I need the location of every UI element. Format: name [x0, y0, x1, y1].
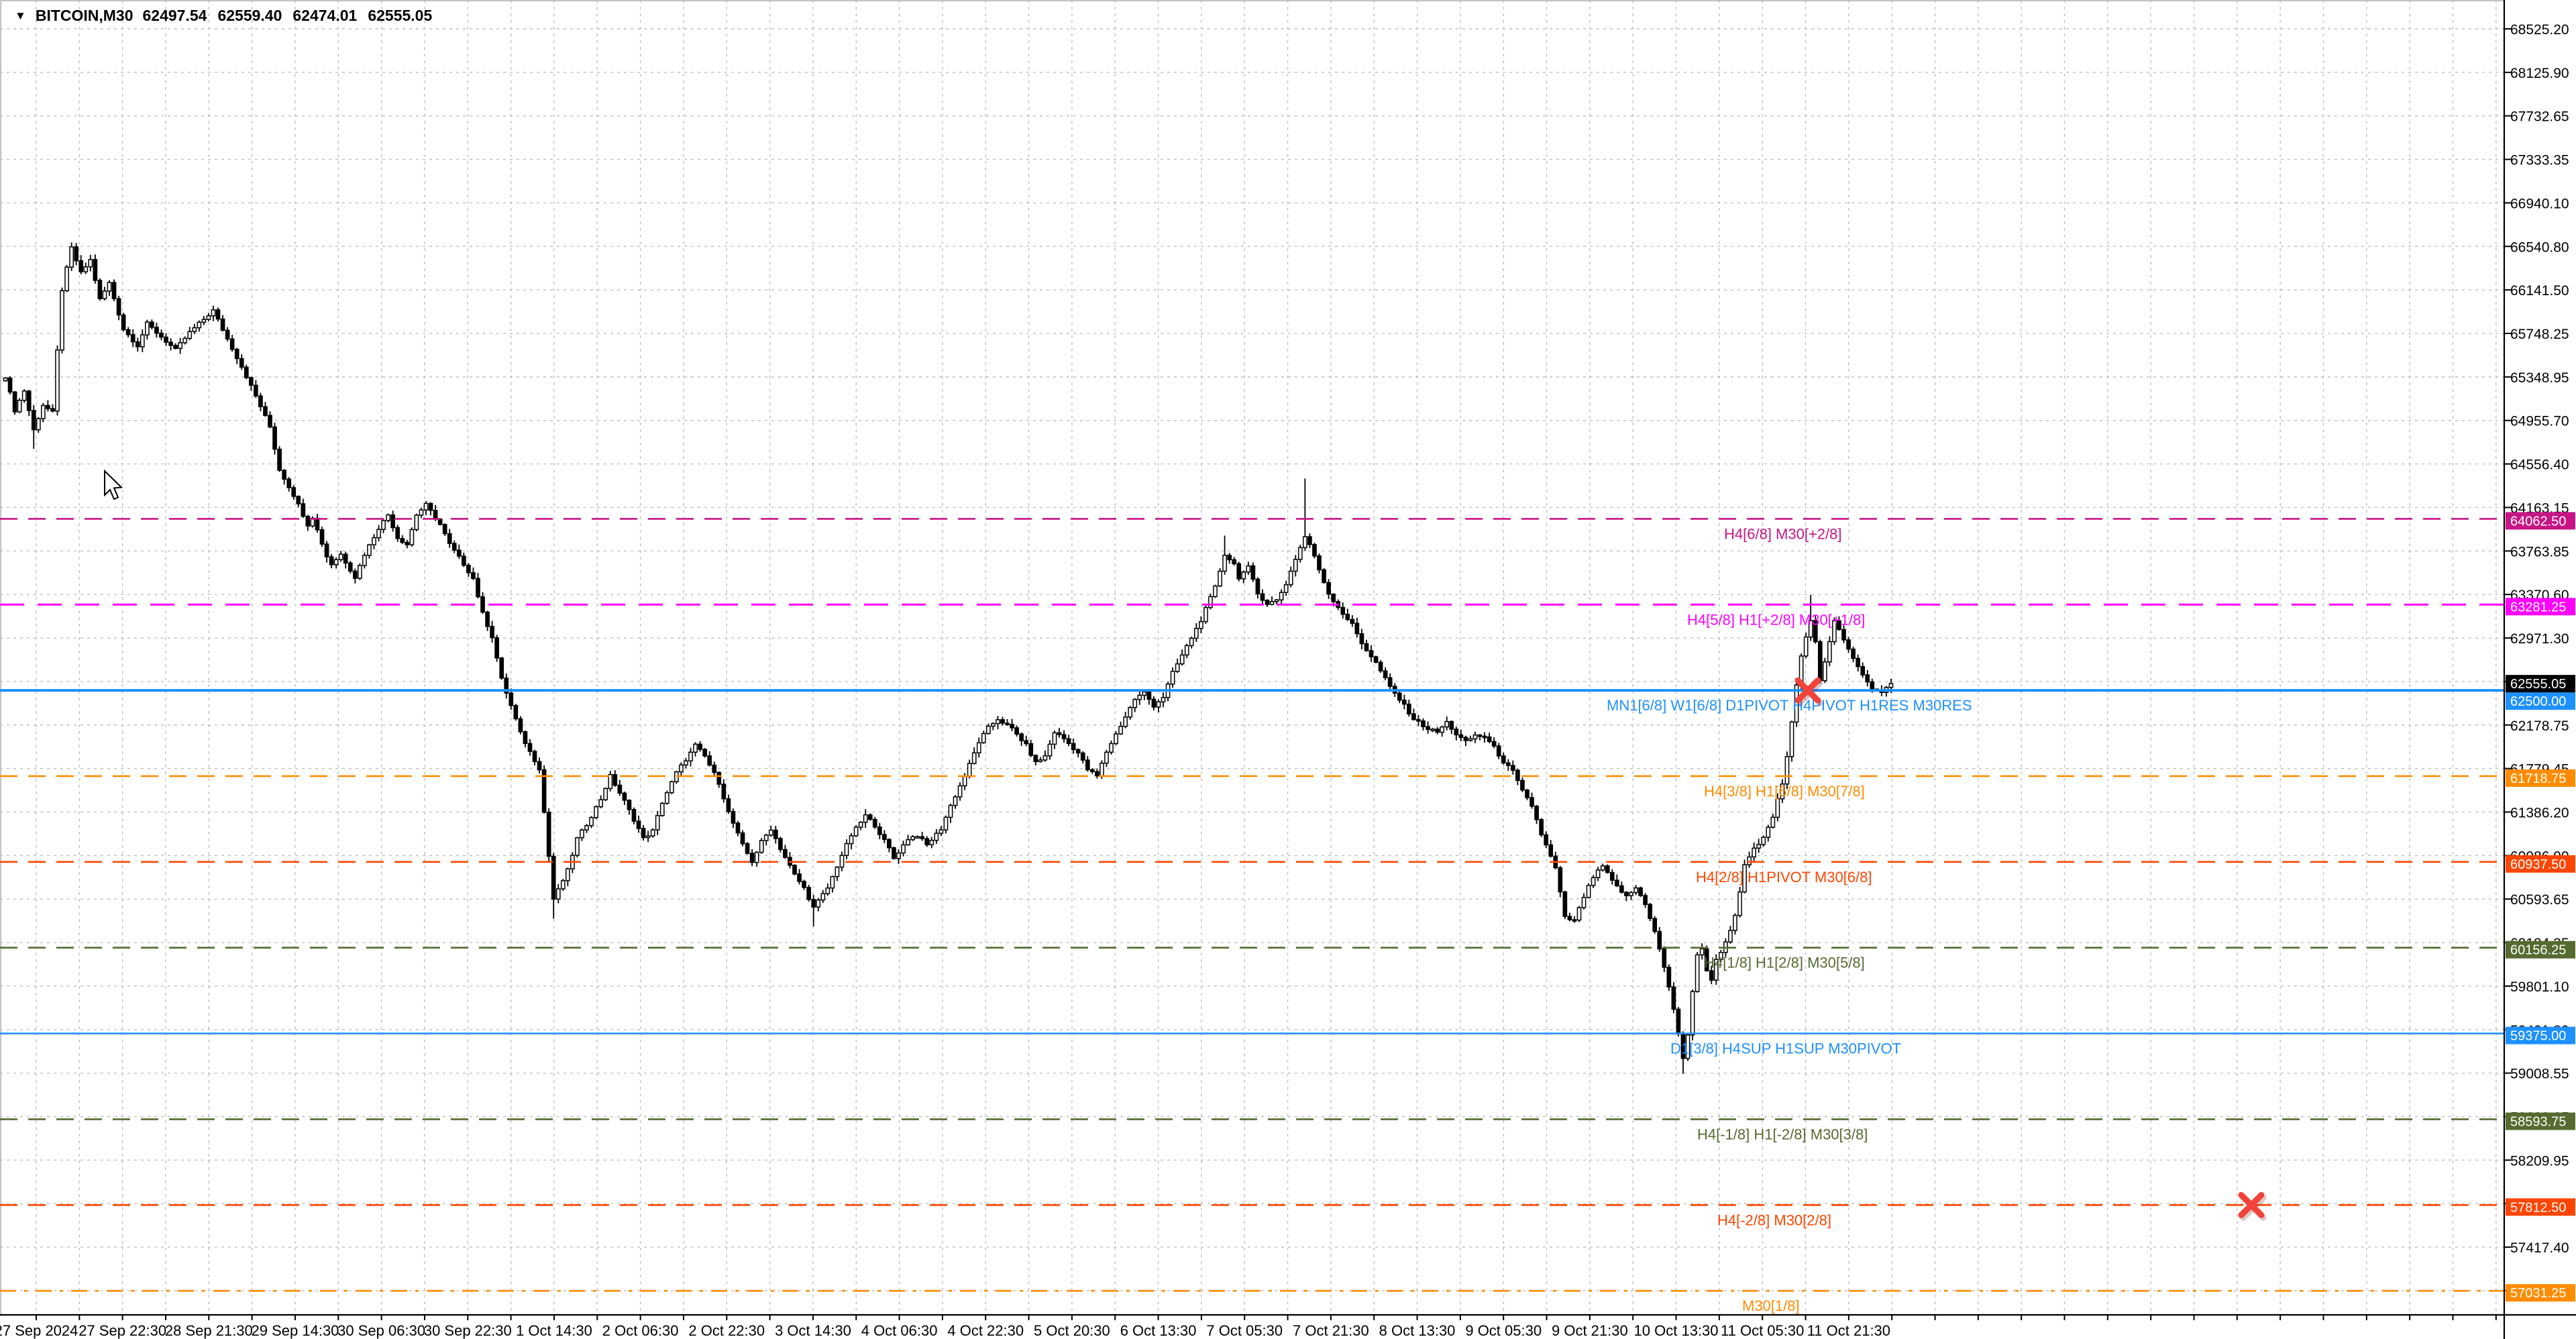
chart-text: 64556.40 — [2510, 458, 2569, 473]
ohlc-readout: 62497.54 62559.40 62474.01 62555.05 — [143, 7, 433, 25]
ohlc-close: 62555.05 — [368, 7, 433, 24]
chart-text: 4 Oct 06:30 — [861, 1322, 938, 1339]
x-marker[interactable] — [1794, 677, 1823, 706]
chart-text: 59801.10 — [2510, 979, 2569, 995]
price-badges: 64062.50 63281.25 62500.00 61718.75 60937.50… — [2506, 512, 2575, 1302]
candles — [3, 242, 1894, 1074]
chart-text: 11 Oct 21:30 — [1807, 1322, 1890, 1339]
murrey-line-label: H4[-1/8] H1[-2/8] M30[3/8] — [1697, 1126, 1868, 1142]
murrey-line-label: H4[2/8] H1PIVOT M30[6/8] — [1696, 869, 1872, 886]
chart-text: 1 Oct 14:30 — [516, 1322, 592, 1339]
chart-text: 57417.40 — [2510, 1240, 2569, 1256]
chart-text: 4 Oct 22:30 — [947, 1322, 1024, 1339]
chart-text: 2 Oct 22:30 — [688, 1322, 765, 1339]
chart-text: 7 Oct 05:30 — [1206, 1322, 1283, 1339]
chart-text: 6 Oct 13:30 — [1120, 1322, 1197, 1339]
price-badge-text: 64062.50 — [2510, 514, 2566, 529]
chart-text: 60593.65 — [2510, 892, 2569, 908]
chart-text: 30 Sep 06:30 — [337, 1322, 425, 1339]
price-badge-text: 63281.25 — [2510, 600, 2566, 614]
chart-text: 63763.85 — [2510, 544, 2569, 559]
chart-text: 28 Sep 21:30 — [165, 1322, 253, 1339]
price-badge-text: 57812.50 — [2510, 1200, 2566, 1215]
symbol-dropdown-icon[interactable]: ▼ — [15, 9, 26, 22]
chart-text: 65748.25 — [2510, 327, 2569, 342]
chart-text: 7 Oct 21:30 — [1293, 1322, 1369, 1339]
chart-text: 64955.70 — [2510, 414, 2569, 429]
price-badge-text: 59375.00 — [2510, 1029, 2566, 1044]
chart-text: 9 Oct 05:30 — [1465, 1322, 1542, 1339]
murrey-line-label: H4[1/8] H1[2/8] M30[5/8] — [1704, 955, 1865, 971]
ohlc-high: 62559.40 — [217, 7, 282, 24]
grid — [0, 0, 2504, 1315]
chart-text: 10 Oct 13:30 — [1634, 1322, 1719, 1339]
chart-symbol-timeframe: BITCOIN,M30 — [35, 7, 133, 24]
chart-text: 61386.20 — [2510, 805, 2569, 820]
chart-text: 68125.90 — [2510, 66, 2569, 81]
chart-text: 68525.20 — [2510, 22, 2569, 38]
chart-text: 58209.95 — [2510, 1153, 2569, 1169]
murrey-line-label: H4[-2/8] M30[2/8] — [1717, 1212, 1831, 1228]
price-badge-text: 58593.75 — [2510, 1114, 2566, 1129]
price-badge-text: 60156.25 — [2510, 943, 2566, 958]
price-badge-text: 60937.50 — [2510, 857, 2566, 872]
chart-text: 66940.10 — [2510, 196, 2569, 211]
chart-text: 62971.30 — [2510, 631, 2569, 647]
price-badge-text: 62500.00 — [2510, 694, 2566, 709]
chart-text: 27 Sep 2024 — [0, 1322, 78, 1339]
chart-text: 65348.95 — [2510, 370, 2569, 386]
chart-text: 27 Sep 22:30 — [78, 1322, 166, 1339]
murrey-line-label: H4[3/8] H1[6/8] M30[7/8] — [1704, 783, 1865, 800]
price-badge-text: 61718.75 — [2510, 771, 2566, 786]
chart-title-bar: ▼ BITCOIN,M30 62497.54 62559.40 62474.01… — [15, 7, 432, 25]
chart-text: 5 Oct 20:30 — [1034, 1322, 1110, 1339]
chart-text: 9 Oct 21:30 — [1552, 1322, 1628, 1339]
chart-text: 8 Oct 13:30 — [1379, 1322, 1456, 1339]
ohlc-low: 62474.01 — [292, 7, 358, 24]
chart-text: 2 Oct 06:30 — [602, 1322, 679, 1339]
murrey-line-label: D1[3/8] H4SUP H1SUP M30PIVOT — [1670, 1040, 1901, 1057]
murrey-line-label: M30[1/8] — [1742, 1297, 1800, 1314]
chart-text: 62178.75 — [2510, 718, 2569, 734]
murrey-line-label: H4[6/8] M30[+2/8] — [1724, 525, 1842, 542]
chart-text: 66141.50 — [2510, 283, 2569, 299]
chart-text: 11 Oct 05:30 — [1721, 1322, 1804, 1339]
murrey-levels: H4[6/8] M30[+2/8] H4[5/8] H1[+2/8] M30[+1… — [0, 518, 2504, 1314]
mouse-cursor — [104, 469, 123, 500]
chart-text: 67732.65 — [2510, 109, 2569, 125]
murrey-line-label: MN1[6/8] W1[6/8] D1PIVOT H4PIVOT H1RES M… — [1607, 697, 1972, 714]
price-badge-text: 62555.05 — [2510, 677, 2566, 692]
chart-text: 29 Sep 14:30 — [252, 1322, 339, 1339]
chart-text: 3 Oct 14:30 — [775, 1322, 851, 1339]
x-marker[interactable] — [2238, 1191, 2267, 1221]
chart-text: 66540.80 — [2510, 239, 2569, 255]
chart-text: 59008.55 — [2510, 1067, 2569, 1082]
ohlc-open: 62497.54 — [142, 7, 207, 24]
chart-text: 67333.35 — [2510, 153, 2569, 168]
chart-text: 30 Sep 22:30 — [424, 1322, 512, 1339]
price-badge-text: 57031.25 — [2510, 1286, 2566, 1301]
murrey-line-label: H4[5/8] H1[+2/8] M30[+1/8] — [1687, 611, 1865, 628]
